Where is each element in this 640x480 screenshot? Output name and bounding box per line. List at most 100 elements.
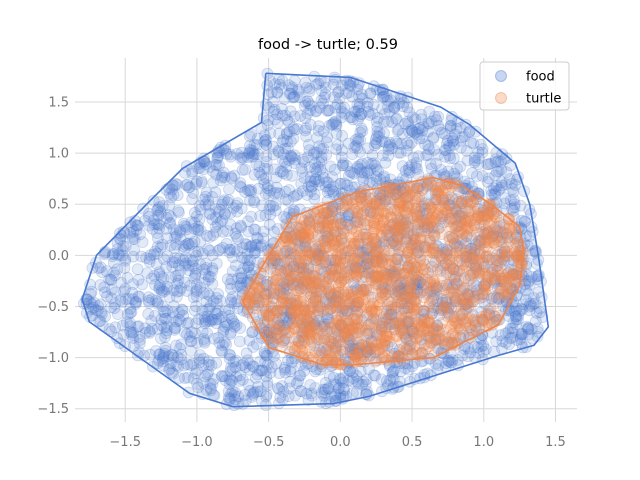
food-point	[444, 356, 457, 369]
food-point	[362, 106, 375, 118]
food-point	[328, 238, 341, 250]
food-point	[365, 241, 378, 253]
food-point	[292, 276, 304, 289]
food-point	[247, 387, 260, 400]
food-point	[175, 338, 188, 351]
food-point	[387, 365, 400, 378]
turtle-point	[407, 303, 420, 316]
food-point	[286, 241, 299, 254]
food-point	[437, 259, 450, 272]
food-point	[202, 366, 215, 379]
food-point	[393, 317, 406, 330]
food-point	[219, 316, 232, 329]
food-point	[105, 292, 118, 305]
food-point	[377, 172, 390, 185]
food-point	[248, 223, 261, 236]
food-point	[235, 146, 248, 159]
food-point	[239, 186, 252, 198]
food-point	[265, 334, 278, 347]
food-point	[368, 269, 381, 282]
food-point	[122, 292, 135, 305]
food-point	[341, 265, 353, 278]
food-point	[318, 389, 330, 402]
food-point	[182, 371, 194, 384]
food-point	[456, 293, 469, 306]
food-point	[136, 236, 149, 249]
turtle-point	[471, 267, 484, 280]
food-point	[289, 299, 302, 312]
food-point	[318, 265, 331, 278]
food-point	[360, 373, 373, 386]
food-point	[260, 388, 273, 401]
food-point	[202, 270, 215, 283]
food-point	[449, 294, 462, 307]
food-point	[357, 283, 370, 296]
food-point	[439, 338, 451, 351]
food-point	[351, 160, 364, 173]
turtle-point	[338, 288, 351, 301]
food-point	[312, 120, 325, 133]
food-point	[401, 101, 414, 114]
food-point	[387, 318, 400, 331]
y-tick-label: −0.5	[37, 300, 69, 315]
food-point	[321, 324, 334, 337]
turtle-point	[383, 335, 396, 348]
food-point	[301, 314, 314, 327]
food-point	[355, 314, 368, 327]
food-point	[293, 369, 306, 382]
turtle-point	[383, 296, 396, 308]
food-point	[348, 105, 361, 118]
food-point	[148, 269, 161, 282]
turtle-point	[424, 217, 437, 230]
food-point	[394, 146, 407, 159]
food-point	[405, 159, 418, 172]
food-point	[185, 335, 198, 348]
food-point	[258, 135, 271, 148]
food-point	[264, 208, 277, 221]
food-point	[327, 78, 340, 91]
food-point	[206, 313, 219, 326]
food-point	[277, 319, 290, 332]
food-point	[466, 167, 479, 179]
food-point	[324, 183, 337, 196]
food-point	[411, 162, 423, 175]
food-point	[244, 139, 256, 152]
food-point	[398, 290, 411, 303]
food-point	[502, 255, 515, 268]
food-point	[279, 361, 291, 374]
food-point	[402, 163, 415, 176]
food-point	[218, 194, 231, 207]
food-point	[296, 185, 309, 197]
food-point	[356, 246, 369, 259]
food-point	[317, 125, 330, 138]
food-point	[375, 255, 388, 268]
food-point	[262, 88, 275, 101]
food-point	[427, 304, 440, 317]
food-point	[448, 128, 461, 141]
food-point	[94, 279, 107, 291]
food-point	[443, 141, 456, 154]
food-point	[404, 334, 417, 347]
food-point	[497, 204, 510, 217]
food-point	[259, 209, 272, 222]
food-point	[470, 170, 483, 183]
food-point	[346, 387, 359, 400]
food-point	[291, 235, 304, 248]
food-point	[124, 306, 137, 319]
food-point	[219, 139, 232, 152]
food-point	[131, 263, 144, 276]
food-point	[459, 251, 472, 264]
food-point	[286, 151, 299, 164]
food-point	[225, 282, 237, 295]
food-point	[473, 234, 486, 247]
food-point	[186, 193, 199, 205]
food-point	[210, 313, 223, 326]
food-point	[228, 243, 241, 256]
food-point	[187, 187, 200, 199]
food-point	[420, 288, 433, 301]
food-point	[136, 278, 149, 291]
food-point	[285, 303, 298, 316]
food-point	[194, 281, 207, 294]
food-point	[446, 354, 459, 367]
